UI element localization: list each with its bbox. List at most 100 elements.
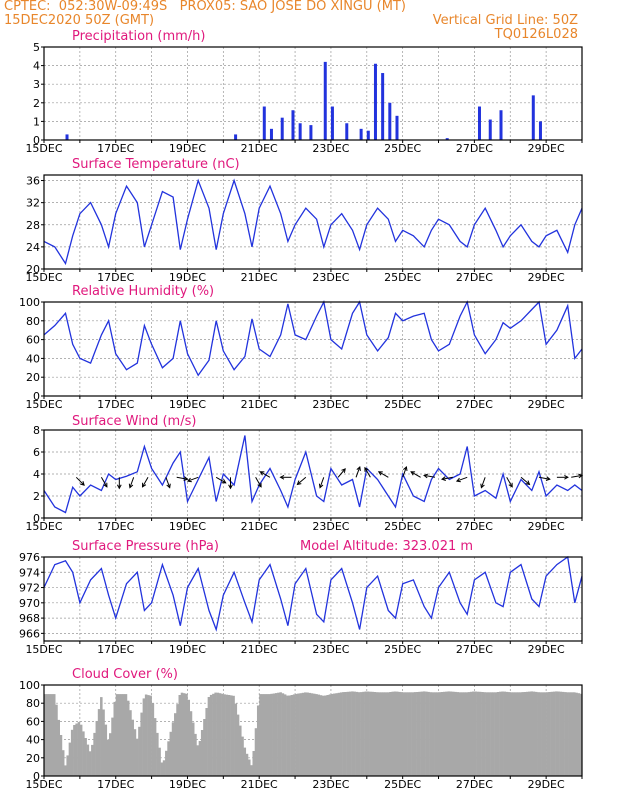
cloud-bar (375, 692, 379, 776)
precip-bar (330, 106, 334, 140)
cloud-bar (156, 732, 159, 776)
wind-arrow-head (279, 474, 285, 480)
series-line (43, 300, 583, 377)
cloud-bar (185, 693, 188, 776)
cloud-bar (330, 693, 334, 776)
x-tick-label: 15DEC (25, 271, 62, 284)
cloud-bar (245, 753, 249, 776)
cloud-bar (109, 733, 112, 776)
x-tick-label: 23DEC (312, 520, 349, 533)
cloud-bar (270, 693, 273, 776)
series-line (43, 555, 583, 632)
wind-arrow (297, 476, 307, 485)
cloud-bar (333, 693, 336, 776)
header-model-id: TQ0126L028 (494, 27, 578, 42)
y-tick-label: 80 (26, 697, 40, 710)
wind-arrow-head (103, 482, 108, 488)
panel-1: 20 24 28 32 36 15DEC 17DEC 19DEC 21DEC 23DEC 25DEC… (25, 157, 583, 284)
cloud-bar (344, 692, 347, 776)
cloud-bar (200, 730, 204, 776)
precip-bar (345, 123, 349, 140)
cloud-bar (205, 708, 208, 776)
precip-bar (309, 125, 313, 140)
y-tick-label: 4 (33, 60, 40, 73)
panel-title: Precipitation (mm/h) (72, 29, 205, 44)
panel-frame (43, 301, 583, 397)
wind-arrow (355, 466, 361, 478)
cloud-bar (579, 693, 583, 776)
precip-bar (280, 117, 284, 140)
cloud-bar (214, 692, 217, 776)
cloud-bar (79, 724, 83, 776)
cloud-bar (64, 765, 67, 776)
precip-bar (388, 102, 392, 140)
cloud-bar (218, 693, 222, 776)
cloud-bar (528, 691, 531, 776)
cloud-bar (290, 695, 294, 776)
cloud-bar (552, 691, 556, 776)
cloud-bar (292, 694, 296, 776)
cloud-bar (95, 721, 99, 776)
cloud-bar (91, 744, 94, 776)
x-tick-label: 17DEC (97, 643, 134, 656)
y-tick-label: 972 (19, 582, 40, 595)
cloud-bar (254, 728, 258, 776)
wind-arrow (571, 474, 583, 478)
wind-arrow (129, 477, 135, 488)
cloud-bar (485, 692, 489, 776)
model-altitude-label: Model Altitude: 323.021 m (300, 539, 473, 554)
cloud-bar (568, 692, 572, 776)
cloud-bar (564, 692, 567, 776)
wind-arrow-head (410, 471, 416, 476)
cloud-bar (326, 695, 329, 776)
cloud-bar (133, 729, 137, 776)
y-tick-label: 24 (26, 241, 40, 254)
cloud-bar (111, 717, 114, 776)
precip-bar (359, 128, 363, 140)
wind-arrow (538, 476, 550, 480)
cloud-bar (481, 692, 484, 776)
cloud-bar (234, 703, 238, 776)
cloud-bar (301, 692, 305, 776)
cloud-bar (382, 692, 386, 776)
x-tick-label: 25DEC (384, 271, 421, 284)
cloud-bar (357, 692, 361, 776)
cloud-bar (144, 694, 148, 776)
precip-bar (538, 121, 542, 140)
cloud-bar (151, 703, 155, 776)
cloud-bar (304, 692, 307, 776)
x-tick-label: 15DEC (25, 643, 62, 656)
precip-bar (298, 123, 302, 140)
x-tick-label: 21DEC (241, 271, 278, 284)
x-tick-label: 23DEC (312, 142, 349, 155)
y-tick-label: 2 (33, 97, 40, 110)
cloud-bar (449, 691, 453, 776)
cloud-bar (342, 692, 345, 776)
x-tick-label: 29DEC (528, 520, 565, 533)
wind-arrow-head (318, 483, 324, 489)
precip-bar (262, 106, 266, 140)
cloud-bar (256, 705, 260, 776)
y-tick-label: 8 (33, 424, 40, 437)
cloud-bar (82, 731, 85, 776)
cloud-bar (203, 719, 206, 776)
cloud-bar (169, 731, 173, 776)
x-tick-label: 19DEC (169, 398, 206, 411)
cloud-bar (550, 691, 554, 776)
wind-arrow (100, 477, 108, 488)
cloud-bar (570, 692, 574, 776)
x-tick-label: 15DEC (25, 520, 62, 533)
cloud-bar (373, 692, 377, 776)
x-tick-label: 29DEC (528, 271, 565, 284)
x-tick-label: 23DEC (312, 778, 349, 791)
cloud-bar (295, 693, 298, 776)
y-tick-label: 20 (26, 371, 40, 384)
precip-bar (291, 110, 295, 140)
wind-arrow-head (259, 471, 265, 476)
x-tick-label: 27DEC (456, 520, 493, 533)
y-tick-label: 100 (19, 679, 40, 692)
cloud-bar (469, 691, 473, 776)
cloud-bar (409, 692, 412, 776)
cloud-bar (232, 695, 235, 776)
wind-arrow (506, 477, 513, 488)
